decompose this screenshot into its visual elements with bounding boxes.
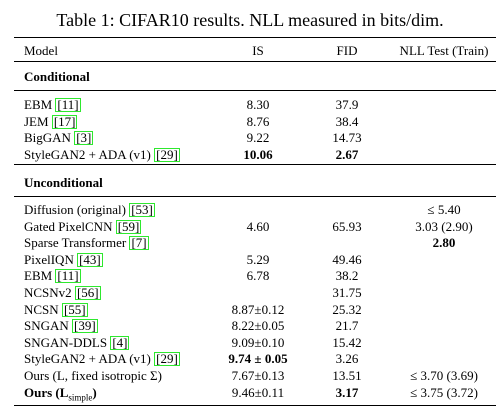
model-cell: NCSN [55] bbox=[24, 302, 88, 318]
fid-cell: 31.75 bbox=[332, 285, 362, 300]
fid-cell: 38.2 bbox=[335, 268, 359, 284]
model-cell: PixelIQN [43] bbox=[24, 252, 103, 268]
is-cell: 8.22±0.05 bbox=[231, 318, 285, 334]
model-cell: EBM [11] bbox=[24, 97, 81, 113]
is-cell: 9.74 ± 0.05 bbox=[228, 351, 288, 367]
rule bbox=[14, 405, 496, 406]
citation: [3] bbox=[74, 130, 94, 146]
fid-cell: 37.9 bbox=[335, 97, 359, 112]
model-cell: Diffusion (original) [53] bbox=[24, 202, 155, 218]
model-tail: ) bbox=[92, 384, 97, 400]
model-name: Diffusion (original) bbox=[24, 202, 126, 217]
section-title: Unconditional bbox=[24, 175, 103, 190]
is-cell: 4.60 bbox=[246, 218, 270, 234]
citation: [39] bbox=[72, 318, 98, 334]
citation: [59] bbox=[115, 218, 142, 234]
nll-cell: ≤ 3.70 (3.69) bbox=[410, 368, 478, 383]
rule bbox=[14, 90, 496, 91]
rule bbox=[14, 196, 496, 197]
model-name: PixelIQN bbox=[24, 251, 74, 267]
is-cell: 9.09±0.10 bbox=[231, 334, 285, 350]
model-cell: Ours (L, fixed isotropic Σ) bbox=[24, 368, 162, 384]
model-cell: Ours (Lsimple) bbox=[24, 385, 97, 406]
nll-cell: 2.80 bbox=[432, 235, 456, 251]
fid-cell: 14.73 bbox=[332, 130, 362, 146]
citation: [11] bbox=[55, 268, 81, 284]
model-cell: SNGAN [39] bbox=[24, 318, 98, 334]
model-cell: EBM [11] bbox=[24, 268, 81, 284]
model-cell: JEM [17] bbox=[24, 113, 78, 130]
model-cell: Gated PixelCNN [59] bbox=[24, 218, 142, 235]
citation: [55] bbox=[61, 301, 88, 317]
model-name: StyleGAN2 + ADA (v1) bbox=[24, 146, 151, 162]
citation: [56] bbox=[74, 285, 101, 300]
citation: [29] bbox=[154, 351, 180, 367]
fid-cell: 49.46 bbox=[332, 251, 362, 267]
model-name: Sparse Transformer bbox=[24, 235, 127, 251]
fid-cell: 2.67 bbox=[335, 146, 359, 162]
fid-cell: 38.4 bbox=[335, 113, 359, 129]
is-cell: 7.67±0.13 bbox=[231, 368, 285, 383]
model-cell: Sparse Transformer [7] bbox=[24, 235, 149, 251]
citation: [29] bbox=[154, 146, 180, 162]
model-name: Ours (L bbox=[24, 384, 69, 400]
fid-cell: 25.32 bbox=[332, 301, 362, 317]
model-name: SNGAN-DDLS bbox=[24, 334, 108, 350]
header-cell: FID bbox=[336, 43, 358, 58]
is-cell: 9.22 bbox=[246, 130, 270, 146]
fid-cell: 21.7 bbox=[335, 318, 359, 334]
nll-cell: 3.03 (2.90) bbox=[415, 218, 473, 234]
citation: [7] bbox=[129, 235, 149, 251]
section-title: Conditional bbox=[24, 69, 90, 84]
fid-cell: 13.51 bbox=[332, 368, 362, 383]
model-name: NCSN bbox=[24, 301, 59, 317]
model-cell: StyleGAN2 + ADA (v1) [29] bbox=[24, 351, 180, 367]
is-cell: 8.87±0.12 bbox=[231, 301, 285, 317]
is-cell: 8.76 bbox=[246, 113, 270, 129]
model-name: Gated PixelCNN bbox=[24, 218, 113, 234]
is-cell: 5.29 bbox=[246, 251, 270, 267]
fid-cell: 65.93 bbox=[332, 218, 362, 234]
model-name: BigGAN bbox=[24, 130, 71, 146]
model-cell: BigGAN [3] bbox=[24, 130, 94, 146]
model-name: Ours (L, fixed isotropic Σ) bbox=[24, 368, 162, 383]
fid-cell: 3.17 bbox=[335, 384, 359, 400]
model-name: StyleGAN2 + ADA (v1) bbox=[24, 351, 151, 367]
citation: [43] bbox=[77, 251, 103, 267]
header-cell: Model bbox=[24, 43, 58, 58]
citation: [11] bbox=[55, 97, 81, 112]
citation: [4] bbox=[110, 334, 130, 350]
header-cell: IS bbox=[252, 43, 264, 58]
rule bbox=[14, 164, 496, 165]
is-cell: 8.30 bbox=[246, 97, 270, 112]
caption: Table 1: CIFAR10 results. NLL measured i… bbox=[56, 10, 444, 30]
nll-cell: ≤ 5.40 bbox=[427, 202, 461, 217]
model-name: JEM bbox=[24, 113, 49, 129]
fid-cell: 3.26 bbox=[335, 351, 359, 367]
model-name: NCSNv2 bbox=[24, 285, 72, 300]
header-cell: NLL Test (Train) bbox=[399, 43, 489, 58]
is-cell: 6.78 bbox=[246, 268, 270, 284]
rule bbox=[14, 37, 496, 38]
rule bbox=[14, 61, 496, 62]
model-cell: StyleGAN2 + ADA (v1) [29] bbox=[24, 147, 180, 163]
model-name: EBM bbox=[24, 268, 53, 284]
model-subscript: simple bbox=[68, 392, 93, 403]
model-cell: NCSNv2 [56] bbox=[24, 285, 101, 301]
model-name: EBM bbox=[24, 97, 53, 112]
citation: [17] bbox=[51, 113, 78, 129]
model-cell: SNGAN-DDLS [4] bbox=[24, 334, 130, 351]
is-cell: 10.06 bbox=[243, 146, 273, 162]
is-cell: 9.46±0.11 bbox=[231, 384, 285, 400]
nll-cell: ≤ 3.75 (3.72) bbox=[410, 384, 478, 400]
citation: [53] bbox=[129, 202, 155, 217]
fid-cell: 15.42 bbox=[332, 334, 362, 350]
model-name: SNGAN bbox=[24, 318, 69, 334]
